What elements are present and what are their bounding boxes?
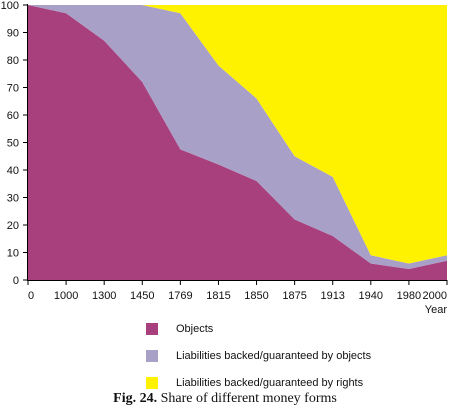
x-tick-label: 1913 (320, 290, 344, 302)
legend-swatch-liabilities-rights (146, 377, 158, 389)
y-tick-label: 70 (7, 83, 19, 95)
figure-caption: Fig. 24. Share of different money forms (0, 391, 450, 407)
area-objects (28, 5, 447, 280)
x-tick-label: 1300 (92, 290, 116, 302)
x-tick-label: 1769 (168, 290, 192, 302)
x-axis-label: Year (425, 304, 448, 316)
y-tick-label: 80 (7, 55, 19, 67)
legend-label-objects: Objects (176, 323, 214, 335)
y-tick-label: 50 (7, 138, 19, 150)
legend: Objects Liabilities backed/guaranteed by… (146, 318, 371, 399)
x-tick-label: 0 (28, 290, 34, 302)
y-tick-label: 30 (7, 193, 19, 205)
area-chart: 0 10 20 30 40 50 60 70 80 90 100 0 1000 1300 1450 1769… (1, 0, 448, 316)
x-tick-label: 1850 (244, 290, 268, 302)
x-tick-label: 1450 (130, 290, 154, 302)
legend-label-liabilities-rights: Liabilities backed/guaranteed by rights (176, 377, 364, 389)
y-tick-labels: 0 10 20 30 40 50 60 70 80 90 100 (1, 0, 28, 287)
y-tick-label: 0 (13, 275, 19, 287)
x-tick-label: 1875 (282, 290, 306, 302)
y-tick-label: 40 (7, 165, 19, 177)
plot-areas (28, 5, 447, 280)
x-tick-label: 1815 (206, 290, 230, 302)
legend-label-liabilities-objects: Liabilities backed/guaranteed by objects (176, 350, 372, 362)
y-tick-label: 90 (7, 28, 19, 40)
x-tick-label: 1000 (54, 290, 78, 302)
figure-caption-label: Fig. 24. (113, 391, 158, 406)
legend-item-liabilities-rights: Liabilities backed/guaranteed by rights (146, 372, 371, 394)
x-tick-labels: 0 1000 1300 1450 1769 1815 1850 1875 1913 1940 198… (27, 280, 448, 302)
y-tick-label: 60 (7, 110, 19, 122)
legend-item-liabilities-objects: Liabilities backed/guaranteed by objects (146, 345, 371, 367)
legend-swatch-objects (146, 323, 158, 335)
figure-caption-text: Share of different money forms (160, 391, 337, 406)
area-liabilities-backed-guaranteed-by-objects (28, 5, 447, 269)
y-tick-label: 100 (1, 0, 19, 12)
y-tick-label: 10 (7, 248, 19, 260)
x-tick-label: 1980 (397, 290, 421, 302)
legend-item-objects: Objects (146, 318, 371, 340)
area-liabilities-backed-guaranteed-by-rights (28, 5, 447, 264)
legend-swatch-liabilities-objects (146, 350, 158, 362)
x-tick-label: 1940 (359, 290, 383, 302)
y-tick-label: 20 (7, 220, 19, 232)
x-tick-label: 2000 (423, 290, 447, 302)
